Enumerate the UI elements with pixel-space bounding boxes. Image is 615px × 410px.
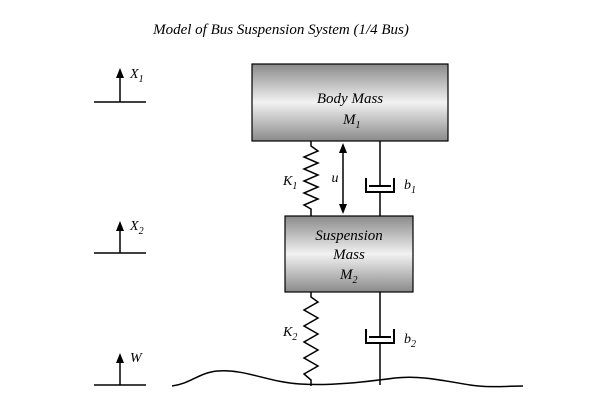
body-mass-symbol: M1	[342, 112, 361, 131]
damper-b1: b1	[365, 141, 416, 216]
u-label: u	[332, 171, 339, 186]
k2-label: K2	[282, 325, 297, 343]
diagram-title: Model of Bus Suspension System (1/4 Bus)	[152, 22, 409, 38]
x2-label: X2	[129, 219, 144, 237]
road-input-w-indicator: W	[94, 351, 146, 386]
k1-label: K1	[282, 174, 297, 192]
b2-label: b2	[404, 332, 416, 350]
control-force-arrow: u	[332, 143, 347, 214]
body-mass-block: Body Mass M1	[251, 63, 449, 142]
body-mass-label: Body Mass	[317, 91, 383, 107]
suspension-mass-symbol: M2	[339, 267, 358, 286]
b1-label: b1	[404, 178, 416, 196]
spring-k2: K2	[282, 292, 320, 386]
x1-label: X1	[129, 67, 144, 85]
displacement-x1-indicator: X1	[94, 67, 146, 103]
road-surface	[171, 370, 524, 388]
w-label: W	[130, 351, 143, 366]
damper-b2: b2	[365, 292, 416, 385]
suspension-mass-block: Suspension Mass M2	[284, 215, 414, 293]
suspension-mass-label-line2: Mass	[332, 247, 365, 263]
displacement-x2-indicator: X2	[94, 219, 146, 254]
spring-k1: K1	[282, 141, 320, 216]
suspension-mass-label-line1: Suspension	[315, 228, 383, 244]
